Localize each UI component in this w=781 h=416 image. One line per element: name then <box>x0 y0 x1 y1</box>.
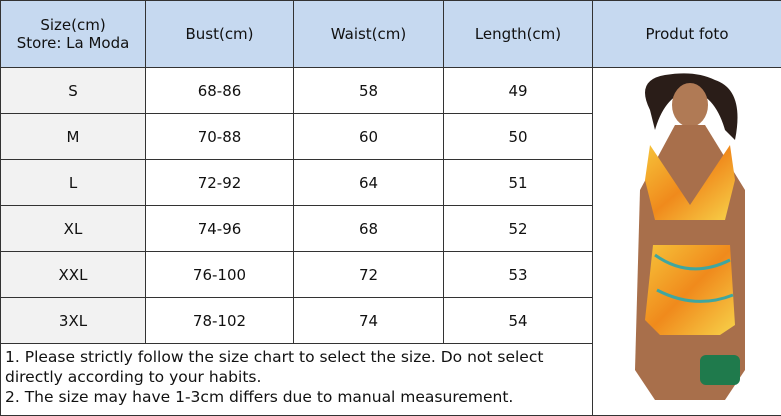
value-cell: 68-86 <box>145 67 294 114</box>
size-cell: 3XL <box>0 297 146 344</box>
note: 1. Please strictly follow the size chart… <box>5 348 544 386</box>
note: 2. The size may have 1-3cm differs due t… <box>5 388 514 406</box>
header-cell: Length(cm) <box>443 0 593 68</box>
product-photo <box>592 67 781 416</box>
header-cell: Produt foto <box>592 0 781 68</box>
notes-row: 1. Please strictly follow the size chart… <box>0 343 781 416</box>
value-cell: 51 <box>443 159 593 206</box>
data-row: L 72-92 64 51 <box>0 159 781 206</box>
value-cell: 52 <box>443 205 593 252</box>
header-row: Size(cm) Store: La Moda Bust(cm) Waist(cm… <box>0 0 781 68</box>
value-cell: 50 <box>443 113 593 160</box>
data-row: 3XL 78-102 74 54 <box>0 297 781 344</box>
value-cell: 70-88 <box>145 113 294 160</box>
value-cell: 72-92 <box>145 159 294 206</box>
data-row: M 70-88 60 50 <box>0 113 781 160</box>
size-cell: S <box>0 67 146 114</box>
header-line: Size(cm) <box>40 16 106 34</box>
header-size: Size(cm) Store: La Moda <box>0 0 146 68</box>
size-cell: M <box>0 113 146 160</box>
notes-cell: 1. Please strictly follow the size chart… <box>0 343 593 416</box>
header-cell: Waist(cm) <box>293 0 444 68</box>
value-cell: 74-96 <box>145 205 294 252</box>
value-cell: 72 <box>293 251 444 298</box>
data-row: S 68-86 58 49 <box>0 67 781 416</box>
size-cell: XL <box>0 205 146 252</box>
value-cell: 58 <box>293 67 444 114</box>
value-cell: 64 <box>293 159 444 206</box>
size-cell: XXL <box>0 251 146 298</box>
header-line: Store: La Moda <box>16 34 130 52</box>
value-cell: 60 <box>293 113 444 160</box>
value-cell: 76-100 <box>145 251 294 298</box>
value-cell: 49 <box>443 67 593 114</box>
value-cell: 54 <box>443 297 593 344</box>
photo-illustration <box>634 72 745 400</box>
header-cell: Bust(cm) <box>145 0 294 68</box>
value-cell: 74 <box>293 297 444 344</box>
value-cell: 53 <box>443 251 593 298</box>
value-cell: 68 <box>293 205 444 252</box>
size-cell: L <box>0 159 146 206</box>
value-cell: 78-102 <box>145 297 294 344</box>
